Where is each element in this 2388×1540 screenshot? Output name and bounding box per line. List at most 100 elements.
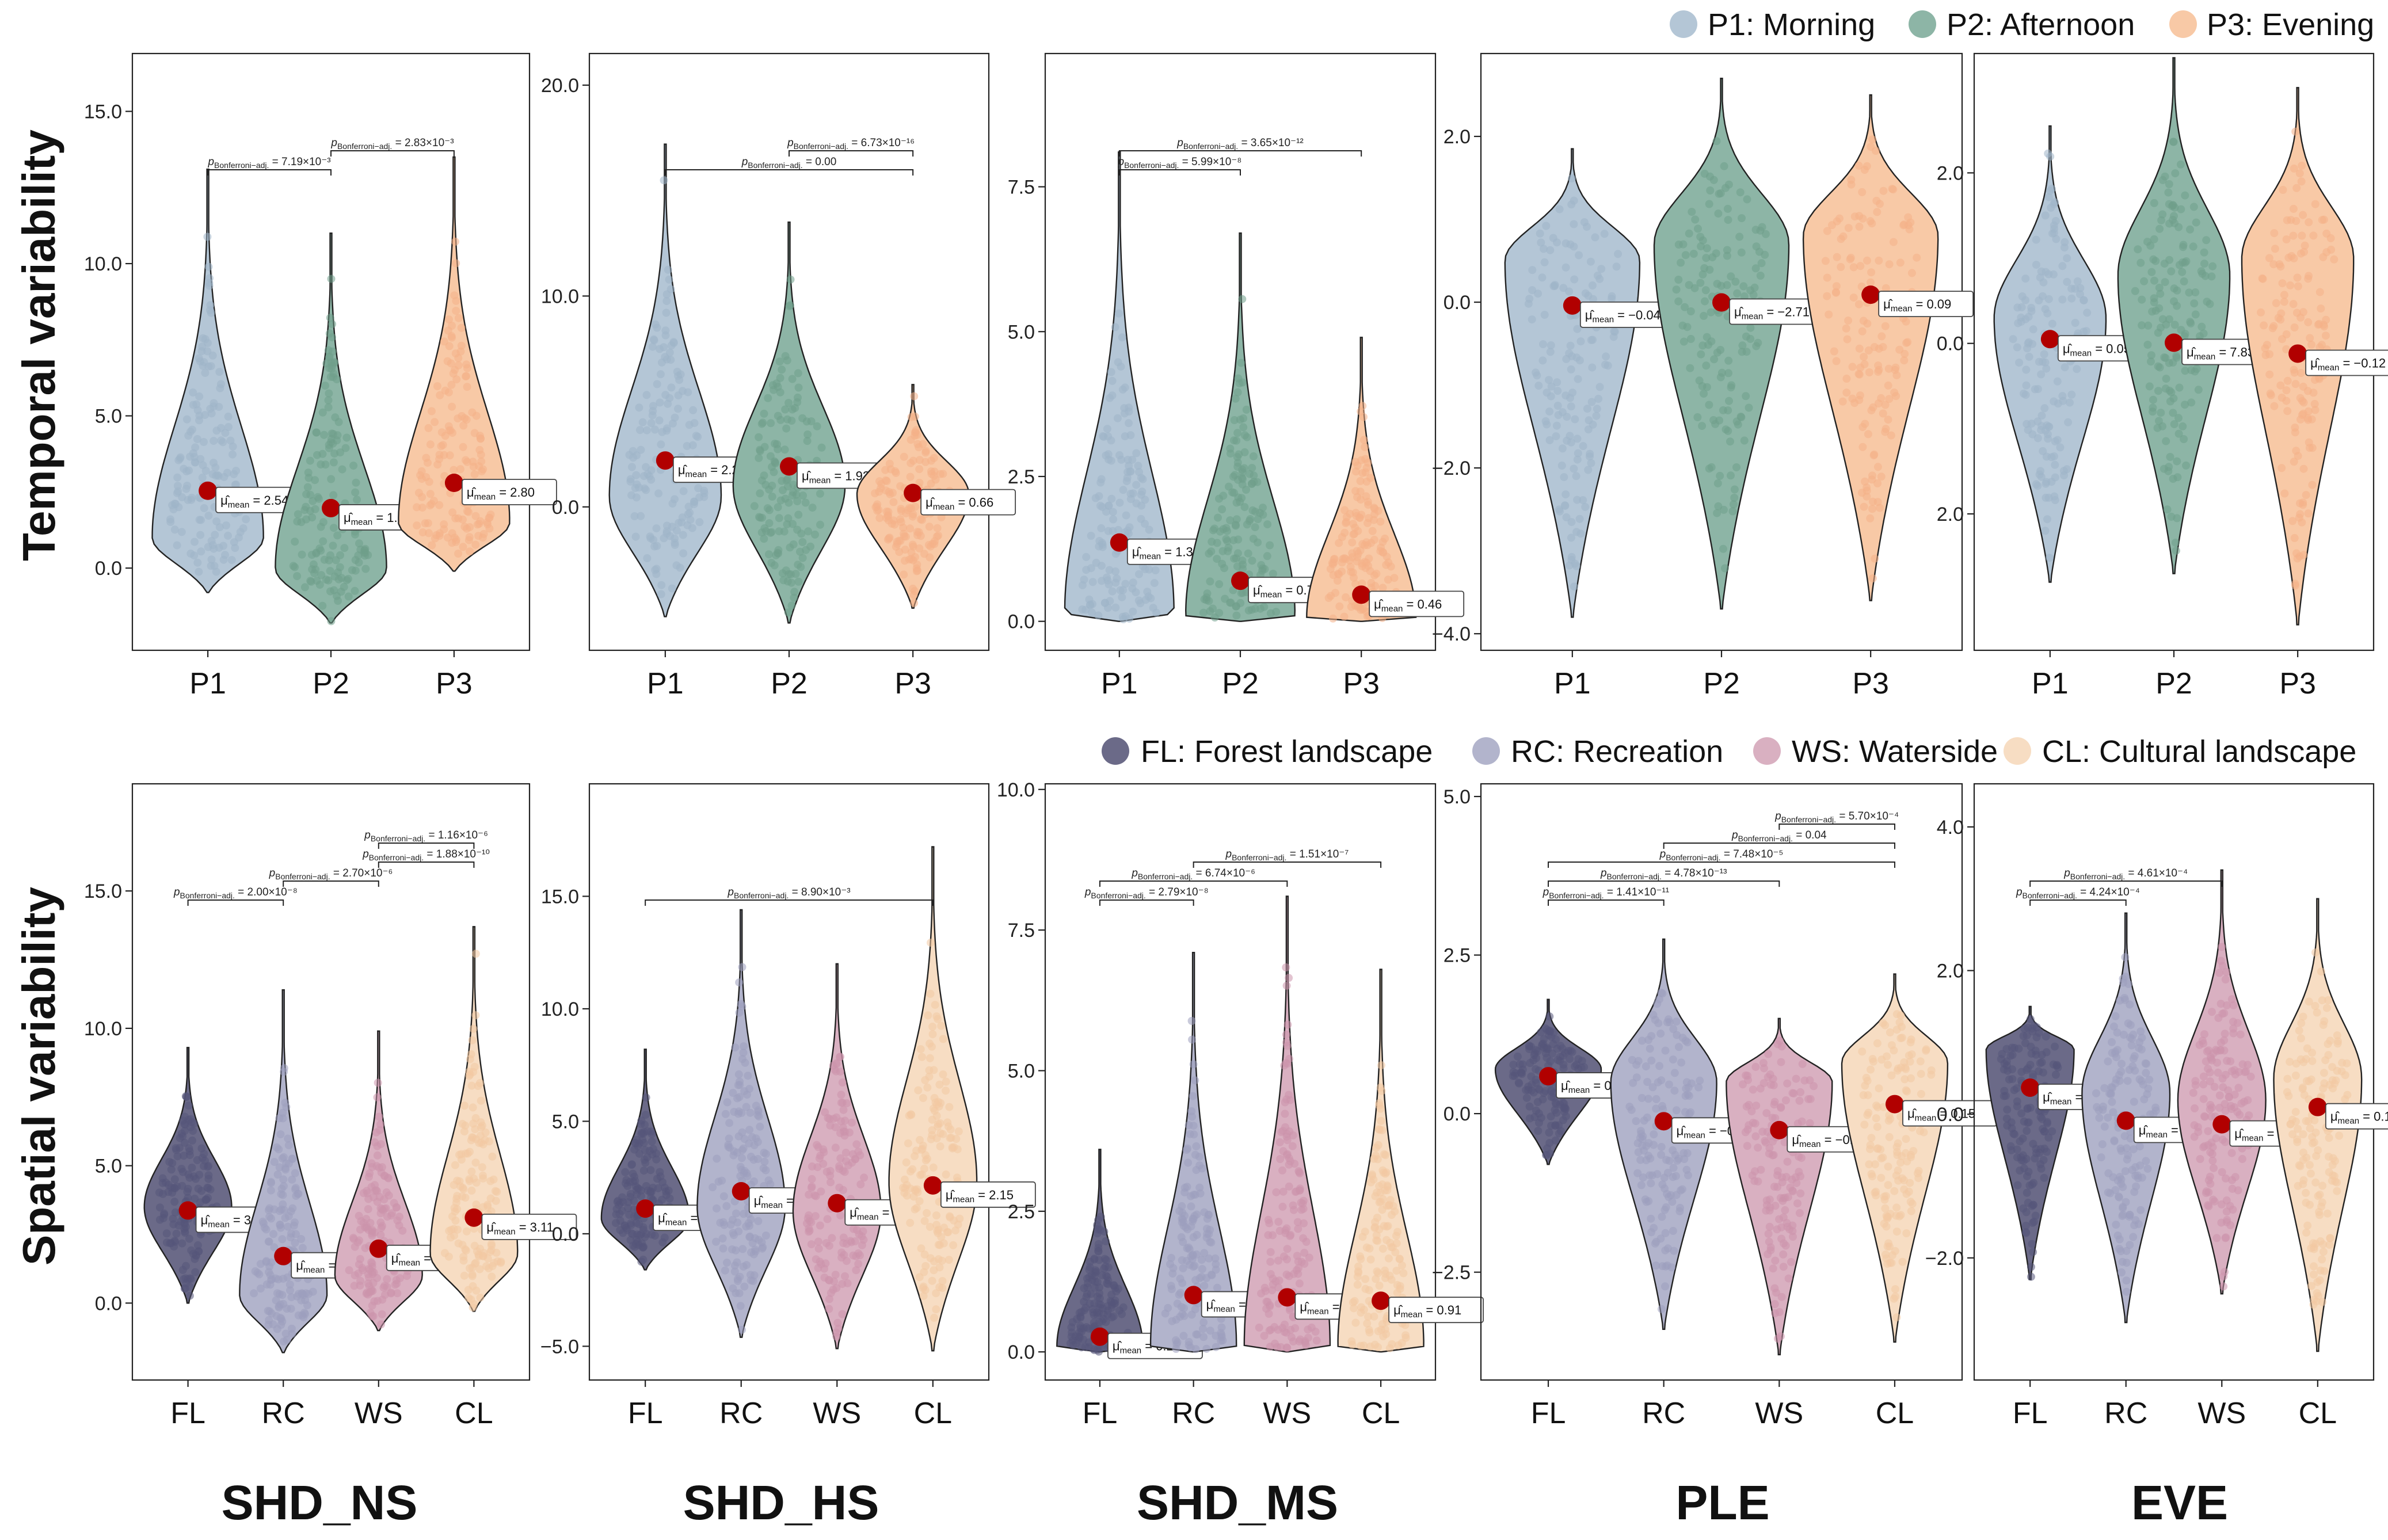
mean-marker-p1 [2040,330,2059,349]
data-point [791,570,800,578]
data-point [1394,1341,1403,1350]
data-point [768,481,776,490]
data-point [192,1251,200,1259]
data-point [1066,1339,1075,1348]
data-point [1545,376,1553,384]
data-point [651,320,660,329]
data-point [2143,341,2152,349]
data-point [1547,382,1556,391]
data-point [1574,375,1582,383]
data-point [1743,1072,1752,1080]
data-point [1221,594,1229,603]
data-point [1743,195,1751,204]
data-point [459,1256,468,1265]
data-point [1122,511,1130,520]
data-point [2305,444,2314,452]
data-point [207,308,215,317]
data-point [1334,569,1342,578]
data-point [165,1158,174,1166]
data-point [831,1143,840,1152]
data-point [1096,501,1105,510]
data-point [1123,468,1132,477]
data-point [789,481,798,489]
mean-marker-fl [178,1201,197,1220]
data-point [297,1235,306,1243]
data-point [1509,1061,1518,1069]
data-point [2314,321,2322,329]
data-point [652,1155,661,1164]
data-point [1708,253,1717,262]
data-point [1877,472,1886,481]
data-point [1644,1139,1653,1148]
data-point [2299,464,2308,473]
data-point [454,514,463,523]
data-point [1082,1293,1091,1301]
data-point [1213,1283,1221,1292]
data-point [2138,321,2146,330]
data-point [1132,449,1141,458]
data-point [1215,580,1224,589]
data-point [1532,368,1540,377]
data-point [301,1296,310,1304]
data-point [730,1108,738,1116]
p-value-label: pBonferroni−adj. = 0.00 [741,156,837,170]
data-point [2202,236,2211,245]
data-point [634,1184,643,1193]
data-point [433,382,441,391]
data-point [1577,1063,1586,1072]
data-point [1847,176,1856,184]
data-point [1189,1092,1197,1100]
data-point [2311,376,2319,384]
data-point [1737,248,1746,257]
data-point [1592,411,1601,420]
data-point [458,412,466,420]
x-tick-label: P1 [1101,667,1138,700]
y-tick-label: 5.0 [552,1111,579,1133]
data-point [448,402,456,411]
data-point [1365,554,1373,563]
data-point [839,1186,847,1194]
data-point [1633,1169,1642,1177]
data-point [906,472,915,481]
data-point [1204,1210,1213,1219]
data-point [746,1108,755,1117]
data-point [1129,578,1137,587]
data-point [1356,546,1365,555]
data-point [1907,1035,1915,1044]
data-point [739,1049,748,1057]
data-point [393,1289,402,1298]
mean-marker-ws [828,1194,847,1213]
data-point [276,1220,284,1229]
data-point [1583,405,1591,413]
data-point [1137,490,1145,499]
data-point [166,518,175,526]
data-point [2155,304,2164,312]
data-point [783,577,792,586]
data-point [2296,369,2305,378]
data-point [1855,396,1864,404]
data-point [2059,397,2067,405]
data-point [1553,387,1562,395]
data-point [2017,318,2025,326]
data-point [843,1099,851,1108]
data-point [937,1021,946,1030]
data-point [1238,466,1247,474]
data-point [1868,471,1876,480]
data-point [364,1270,372,1279]
data-point [1172,1344,1180,1353]
data-point [788,375,797,383]
data-point [2144,321,2153,330]
data-point [1351,487,1360,495]
data-point [1107,436,1115,445]
data-point [652,524,661,533]
data-point [653,380,661,388]
data-point [817,1187,825,1196]
data-point [2257,308,2265,317]
data-point [478,533,487,542]
data-point [1695,376,1704,385]
y-tick-label: 2.0 [1937,162,1964,184]
data-point [1125,419,1133,428]
panel-shd-ns-temporal: 0.05.010.015.0P1 P2 P3μ̂mean = 2.54μ̂mean … [84,52,557,700]
data-point [1738,348,1746,356]
data-point [798,538,807,546]
